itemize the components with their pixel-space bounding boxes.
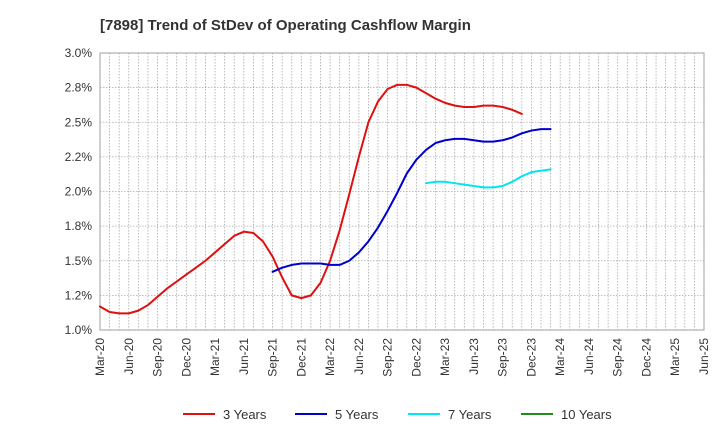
chart-title: [7898] Trend of StDev of Operating Cashf… xyxy=(100,17,471,34)
y-tick-label: 2.0% xyxy=(65,185,93,199)
y-tick-label: 3.0% xyxy=(65,46,93,60)
series-line-3-years xyxy=(99,83,523,315)
x-tick-label: Dec-20 xyxy=(179,338,193,377)
plot-frame xyxy=(99,52,705,331)
x-tick-label: Dec-21 xyxy=(294,338,308,377)
x-tick-label: Jun-23 xyxy=(467,338,481,375)
y-tick-label: 2.2% xyxy=(65,150,93,164)
legend-label: 3 Years xyxy=(223,407,267,422)
y-tick-label: 2.5% xyxy=(65,115,93,129)
x-tick-label: Sep-24 xyxy=(611,338,625,377)
x-tick-label: Jun-21 xyxy=(237,338,251,375)
x-tick-label: Dec-24 xyxy=(639,338,653,377)
grid-lines xyxy=(99,52,705,331)
legend-label: 10 Years xyxy=(561,407,612,422)
series-line-5-years xyxy=(271,128,552,273)
x-axis-ticks: Mar-20 Jun-20 Sep-20 Dec-20 Mar-21 Jun-21 Sep-… xyxy=(93,338,711,377)
y-axis-ticks: 1.0% 1.2% 1.5% 1.8% 2.0% 2.2% 2.5% 2.8% 3.0% xyxy=(65,46,93,337)
y-tick-label: 1.2% xyxy=(65,288,93,302)
y-tick-label: 1.0% xyxy=(65,323,93,337)
x-tick-label: Sep-21 xyxy=(266,338,280,377)
x-tick-label: Mar-20 xyxy=(93,338,107,376)
x-tick-label: Jun-22 xyxy=(352,338,366,375)
x-tick-label: Sep-20 xyxy=(151,338,165,377)
x-tick-label: Jun-25 xyxy=(697,338,711,375)
legend: 3 Years 5 Years 7 Years 10 Years xyxy=(183,407,612,422)
series-line-7-years xyxy=(424,168,552,189)
x-tick-label: Dec-23 xyxy=(524,338,538,377)
x-tick-label: Mar-21 xyxy=(208,338,222,376)
x-tick-label: Mar-22 xyxy=(323,338,337,376)
x-tick-label: Jun-24 xyxy=(582,338,596,375)
y-tick-label: 2.8% xyxy=(65,81,93,95)
x-tick-label: Mar-23 xyxy=(438,338,452,376)
x-tick-label: Mar-25 xyxy=(668,338,682,376)
x-tick-label: Sep-22 xyxy=(381,338,395,377)
y-tick-label: 1.8% xyxy=(65,219,93,233)
legend-label: 5 Years xyxy=(335,407,379,422)
series-lines xyxy=(99,83,552,315)
x-tick-label: Mar-24 xyxy=(553,338,567,376)
x-tick-label: Jun-20 xyxy=(122,338,136,375)
plot-background xyxy=(99,52,705,331)
legend-label: 7 Years xyxy=(448,407,492,422)
x-tick-label: Dec-22 xyxy=(409,338,423,377)
x-tick-label: Sep-23 xyxy=(496,338,510,377)
y-tick-label: 1.5% xyxy=(65,254,93,268)
